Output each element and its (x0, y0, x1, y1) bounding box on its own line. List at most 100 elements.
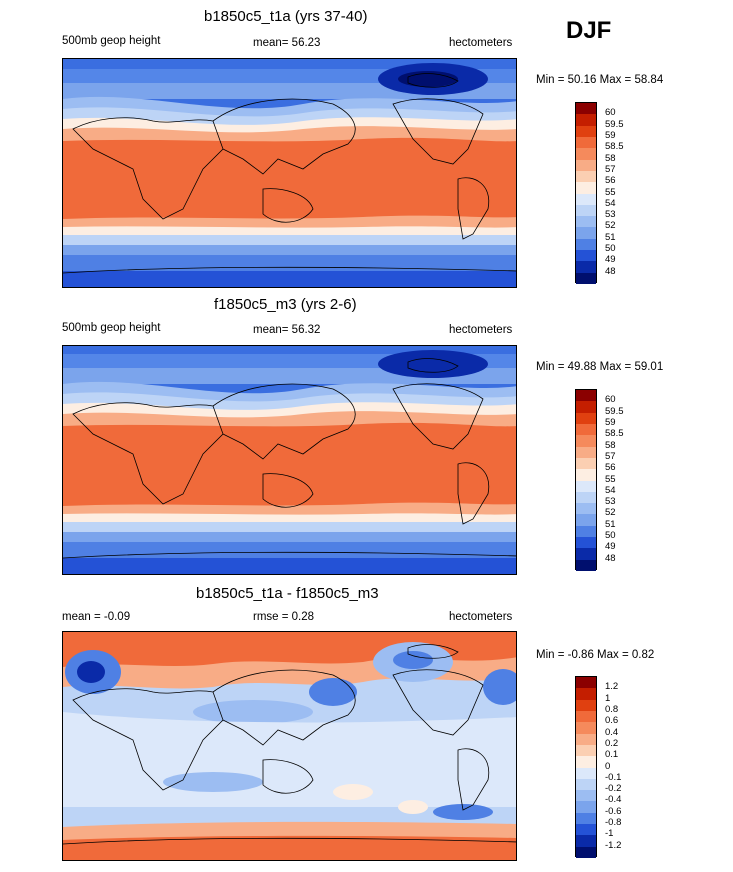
colorbar-tick-label: 50 (605, 243, 616, 255)
colorbar-tick-label: -1 (605, 828, 614, 840)
panel-3-mean: mean = -0.09 (62, 611, 131, 623)
colorbar-swatch (576, 216, 596, 228)
colorbar-swatch (576, 767, 596, 779)
panel-2-variable-label: 500mb geop height (62, 322, 161, 334)
colorbar-tick-label: 54 (605, 197, 616, 209)
panel-1-units: hectometers (449, 37, 513, 49)
colorbar-tick-label: 59.5 (605, 118, 624, 130)
colorbar-tick-label: 0.6 (605, 715, 619, 727)
colorbar-tick-label: 59 (605, 416, 616, 428)
colorbar-swatch (576, 733, 596, 745)
colorbar-swatch (576, 227, 596, 239)
colorbar-swatch (576, 688, 596, 700)
colorbar-tick-label: 55 (605, 473, 616, 485)
colorbar-tick-label: -0.4 (605, 794, 622, 806)
colorbar-tick-label: 0.1 (605, 749, 619, 761)
colorbar-tick-label: 60 (605, 394, 616, 406)
colorbar-swatch (576, 272, 596, 284)
colorbar-swatch (576, 503, 596, 515)
panel-3-title: b1850c5_t1a - f1850c5_m3 (196, 585, 379, 602)
colorbar-tick-label: 58.5 (605, 141, 624, 153)
colorbar-tick-label: 52 (605, 220, 616, 232)
panel-1-variable-label: 500mb geop height (62, 35, 161, 47)
panel-2-mean: mean= 56.32 (253, 324, 321, 336)
colorbar-tick-label: 55 (605, 186, 616, 198)
colorbar-swatch (576, 824, 596, 836)
colorbar-swatch (576, 250, 596, 262)
colorbar-tick-label: -0.2 (605, 783, 622, 795)
colorbar-swatch (576, 722, 596, 734)
colorbar-swatch (576, 537, 596, 549)
colorbar-swatch (576, 238, 596, 251)
panel-1-title: b1850c5_t1a (yrs 37-40) (204, 8, 368, 25)
colorbar-tick-label: 50 (605, 530, 616, 542)
colorbar-swatch (576, 790, 596, 802)
colorbar-tick-label: 54 (605, 484, 616, 496)
colorbar-swatch (576, 559, 596, 571)
colorbar-swatch (576, 469, 596, 481)
colorbar-swatch (576, 480, 596, 492)
colorbar-tick-label: 58 (605, 439, 616, 451)
colorbar-tick-label: 0.8 (605, 703, 619, 715)
colorbar-tick-label: 56 (605, 462, 616, 474)
colorbar-swatch (576, 136, 596, 149)
colorbar-swatch (576, 412, 596, 424)
panel-3-units: hectometers (449, 611, 513, 623)
colorbar-tick-label: 57 (605, 450, 616, 462)
colorbar-swatch (576, 423, 596, 436)
panel-2-title: f1850c5_m3 (yrs 2-6) (214, 296, 357, 313)
colorbar-tick-label: 59.5 (605, 405, 624, 417)
colorbar-tick-label: -0.8 (605, 817, 622, 829)
colorbar-swatch (576, 491, 596, 504)
colorbar-swatch (576, 114, 596, 126)
colorbar-swatch (576, 710, 596, 723)
colorbar-swatch (576, 148, 596, 160)
panel-3-rmse: rmse = 0.28 (253, 611, 315, 623)
colorbar-tick-label: -1.2 (605, 839, 622, 851)
colorbar-swatch (576, 125, 596, 137)
panel-2-units: hectometers (449, 324, 513, 336)
colorbar-swatch (576, 182, 596, 194)
colorbar-tick-label: 60 (605, 107, 616, 119)
colorbar-swatch (576, 159, 596, 171)
colorbar-tick-label: 58 (605, 152, 616, 164)
colorbar-tick-label: 51 (605, 518, 616, 530)
colorbar-swatch (576, 435, 596, 447)
panel-2-minmax: Min = 49.88 Max = 59.01 (536, 361, 664, 373)
colorbar-swatch (576, 778, 596, 791)
colorbar-swatch (576, 756, 596, 768)
season-label: DJF (566, 17, 612, 44)
colorbar-tick-label: 1.2 (605, 681, 619, 693)
colorbar-swatch (576, 193, 596, 205)
colorbar-swatch (576, 103, 596, 115)
colorbar-swatch (576, 170, 596, 183)
colorbar-tick-label: 53 (605, 209, 616, 221)
colorbar-tick-label: 51 (605, 231, 616, 243)
colorbar-tick-label: 0.2 (605, 737, 619, 749)
colorbar-tick-label: 1 (605, 692, 611, 704)
colorbar-tick-label: 52 (605, 507, 616, 519)
colorbar-swatch (576, 677, 596, 689)
panel-3-minmax: Min = -0.86 Max = 0.82 (536, 649, 655, 661)
colorbar-swatch (576, 390, 596, 402)
colorbar-swatch (576, 261, 596, 273)
colorbar-swatch (576, 699, 596, 711)
colorbar-tick-label: 0.4 (605, 726, 619, 738)
colorbar-swatch (576, 457, 596, 470)
panel-1-map (62, 58, 517, 288)
colorbar-tick-label: 48 (605, 265, 616, 277)
panel-3-map (62, 631, 517, 861)
colorbar-swatch (576, 801, 596, 813)
panel-1-mean: mean= 56.23 (253, 37, 321, 49)
panel-3-colorbar (575, 676, 597, 858)
panel-2-map (62, 345, 517, 575)
colorbar-tick-label: 58.5 (605, 428, 624, 440)
colorbar-swatch (576, 846, 596, 858)
colorbar-swatch (576, 812, 596, 825)
colorbar-swatch (576, 401, 596, 413)
colorbar-tick-label: 0 (605, 760, 611, 772)
colorbar-swatch (576, 525, 596, 538)
colorbar-tick-label: 56 (605, 175, 616, 187)
colorbar-tick-label: 59 (605, 129, 616, 141)
panel-1-minmax: Min = 50.16 Max = 58.84 (536, 74, 664, 86)
